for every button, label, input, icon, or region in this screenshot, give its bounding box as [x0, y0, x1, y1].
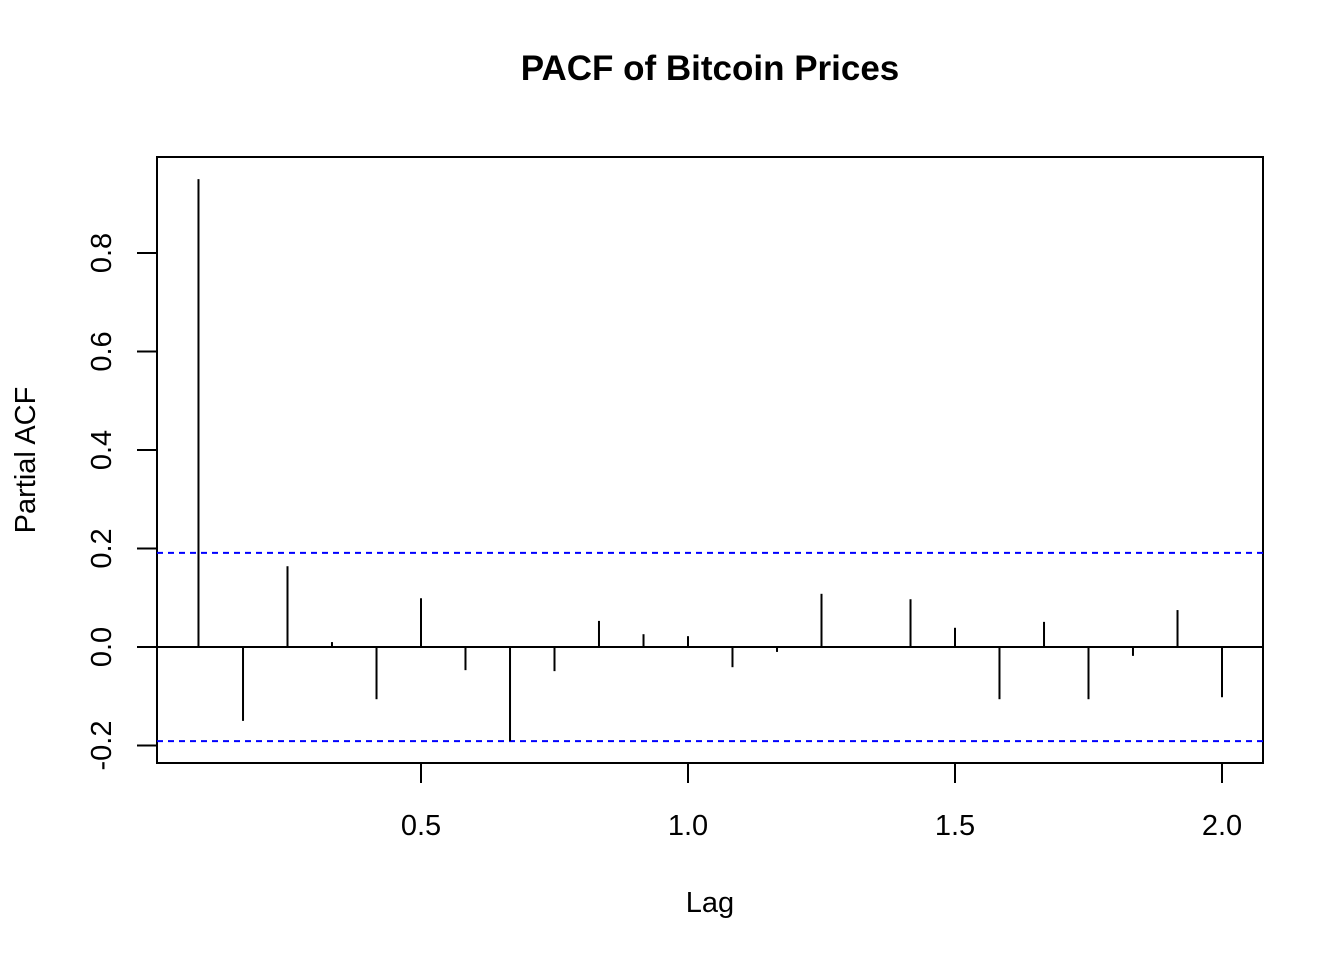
x-tick-label: 2.0: [1202, 810, 1242, 842]
x-tick-label: 1.0: [668, 810, 708, 842]
y-tick-label: 0.6: [86, 331, 118, 371]
y-tick-label: 0.2: [86, 528, 118, 568]
x-axis-label: Lag: [686, 887, 734, 919]
plot-box: [156, 156, 1264, 764]
x-tick-label: 1.5: [935, 810, 975, 842]
y-axis-label: Partial ACF: [10, 387, 42, 534]
chart-title: PACF of Bitcoin Prices: [521, 49, 900, 88]
y-tick-label: 0.4: [86, 430, 118, 470]
y-tick-label: -0.2: [86, 721, 118, 771]
y-tick-label: 0.0: [86, 627, 118, 667]
y-tick-label: 0.8: [86, 233, 118, 273]
x-tick-label: 0.5: [401, 810, 441, 842]
